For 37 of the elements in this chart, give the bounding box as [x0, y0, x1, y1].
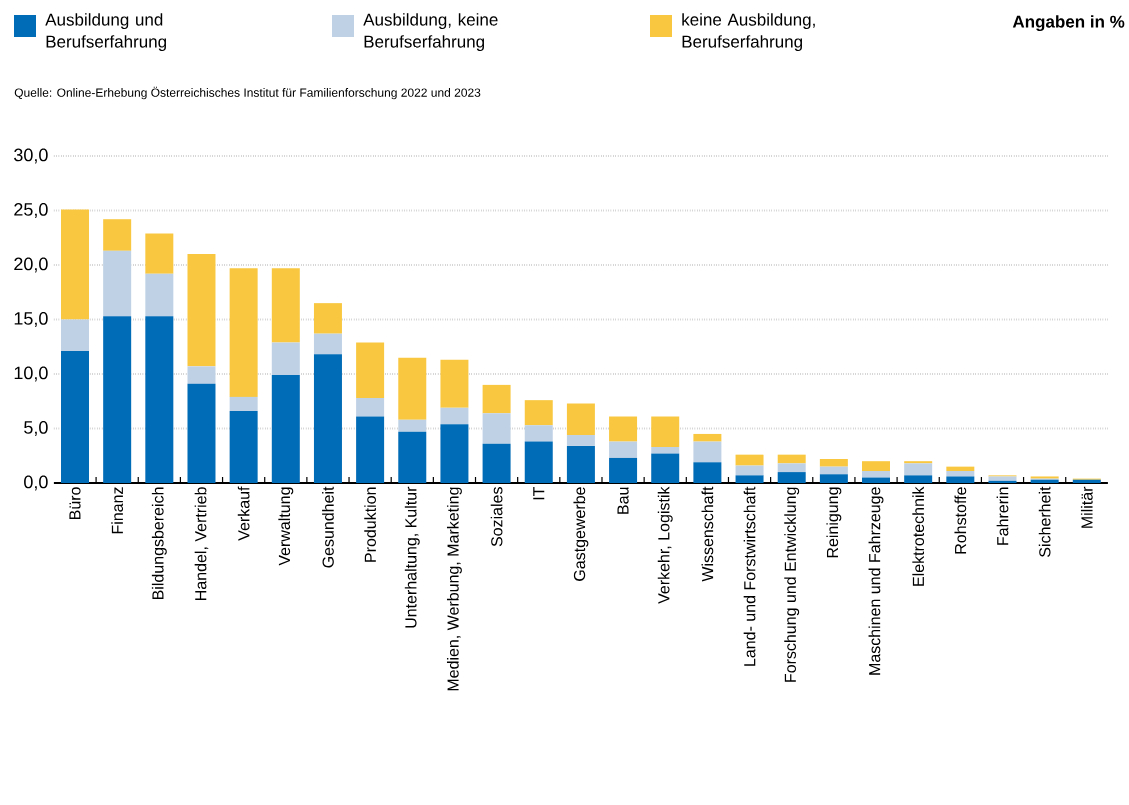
x-tick-label: Bildungsbereich: [151, 487, 167, 600]
x-tick-label: Gastgewerbe: [573, 487, 589, 581]
x-tick-label: Gesundheit: [322, 486, 334, 568]
x-tick-label: IT: [533, 486, 545, 500]
x-tick-label: Produktion: [364, 487, 376, 562]
text: Angaben in %: [1012, 15, 1125, 32]
x-tick-label: Sicherheit: [1038, 486, 1051, 557]
x-tick-label: Land- und Forstwirtschaft: [743, 486, 756, 666]
legend-label: keine Ausbildung, Berufserfahrung: [682, 13, 815, 52]
x-tick-label: Soziales: [490, 487, 503, 547]
x-tick-label: Militär: [1080, 486, 1093, 528]
y-tick-label: 5,0: [24, 421, 48, 436]
x-tick-label: Büro: [69, 487, 81, 519]
x-tick-label: Wissenschaft: [701, 486, 714, 582]
y-tick-label: 30,0: [14, 148, 48, 164]
x-tick-label: Bau: [617, 487, 629, 514]
x-tick-label: Medien, Werbung, Marketing: [446, 487, 462, 691]
y-tick-label: 10,0: [14, 366, 48, 382]
x-tick-label: Reinigung: [826, 487, 842, 558]
y-tick-label: 25,0: [14, 203, 48, 218]
x-tick-label: Handel, Vertrieb: [194, 487, 209, 600]
x-tick-label: Rohstoffe: [954, 487, 967, 554]
legend-label: Ausbildung, keine Berufserfahrung: [363, 13, 498, 52]
x-tick-label: Verwaltung: [278, 487, 294, 566]
x-tick-label: Verkauf: [237, 486, 250, 541]
x-tick-label: Maschinen und Fahrzeuge: [868, 487, 884, 675]
y-tick-label: 20,0: [14, 257, 48, 273]
x-tick-label: Forschung und Entwicklung: [784, 487, 800, 682]
x-tick-label: Fahrerin: [996, 487, 1009, 545]
y-tick-label: 0,0: [24, 475, 48, 491]
source-note: Quelle: Online-Erhebung Österreichisches Institut für Familienforschung 2022 und 2023: [14, 86, 481, 100]
x-tick-label: Elektrotechnik: [912, 486, 925, 586]
x-tick-label: Unterhaltung, Kultur: [404, 486, 420, 628]
y-tick-label: 15,0: [14, 312, 48, 327]
x-tick-label: Verkehr, Logistik: [657, 486, 673, 604]
legend-label: Ausbildung und Berufserfahrung: [45, 13, 167, 52]
x-tick-label: Finanz: [111, 487, 124, 534]
